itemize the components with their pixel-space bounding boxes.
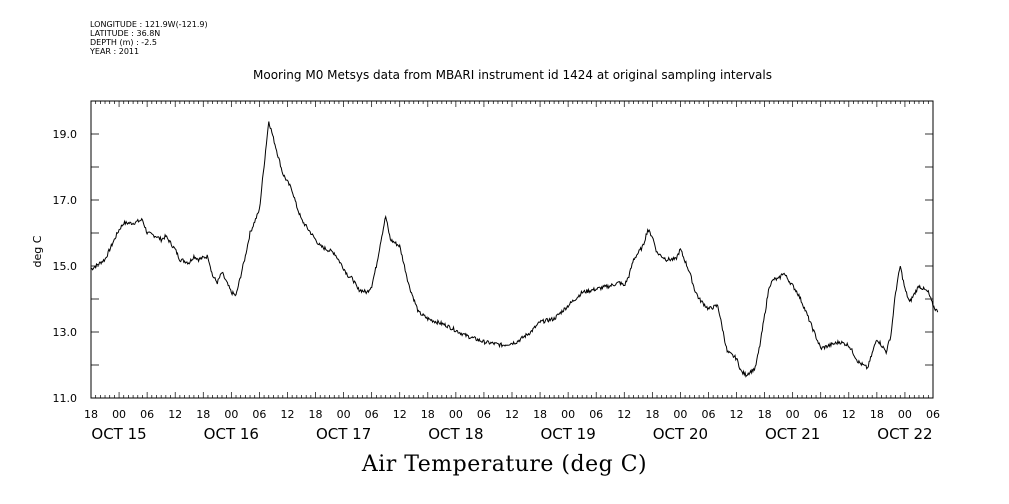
longitude-text: LONGITUDE : 121.9W(-121.9) [90, 20, 208, 29]
latitude-text: LATITUDE : 36.8N [90, 29, 161, 38]
x-axis-label: Air Temperature (deg C) [361, 452, 648, 477]
x-tick-label: 00 [898, 408, 912, 421]
depth-text: DEPTH (m) : -2.5 [90, 38, 157, 47]
y-tick-label: 17.0 [53, 194, 78, 207]
x-tick-label: 12 [168, 408, 182, 421]
x-date-label: OCT 20 [653, 425, 708, 443]
x-tick-label: 06 [926, 408, 940, 421]
year-text: YEAR : 2011 [90, 47, 140, 56]
y-axis-label: deg C [31, 235, 44, 267]
y-tick-label: 11.0 [53, 392, 78, 405]
x-tick-label: 00 [786, 408, 800, 421]
x-tick-label: 12 [730, 408, 744, 421]
x-tick-label: 00 [337, 408, 351, 421]
x-tick-label: 18 [870, 408, 884, 421]
x-tick-label: 00 [449, 408, 463, 421]
x-tick-label: 18 [421, 408, 435, 421]
x-tick-label: 00 [673, 408, 687, 421]
x-tick-label: 12 [393, 408, 407, 421]
x-date-label: OCT 19 [540, 425, 595, 443]
x-tick-label: 06 [814, 408, 828, 421]
x-tick-label: 12 [280, 408, 294, 421]
plot-frame [90, 100, 934, 399]
x-tick-label: 06 [589, 408, 603, 421]
x-tick-label: 18 [84, 408, 98, 421]
x-tick-label: 06 [252, 408, 266, 421]
series-line-air-temperature [90, 121, 939, 378]
chart-title: Mooring M0 Metsys data from MBARI instru… [253, 68, 772, 82]
x-tick-label: 18 [196, 408, 210, 421]
metadata-block: LONGITUDE : 121.9W(-121.9) LATITUDE : 36… [90, 20, 208, 56]
x-tick-label: 18 [533, 408, 547, 421]
x-date-label: OCT 15 [91, 425, 146, 443]
x-date-label: OCT 18 [428, 425, 483, 443]
x-tick-label: 06 [701, 408, 715, 421]
x-date-label: OCT 21 [765, 425, 820, 443]
y-tick-label: 15.0 [53, 260, 78, 273]
x-tick-label: 06 [365, 408, 379, 421]
x-tick-label: 18 [309, 408, 323, 421]
x-tick-label: 06 [477, 408, 491, 421]
x-tick-label: 12 [617, 408, 631, 421]
x-date-label: OCT 22 [877, 425, 932, 443]
x-date-label: OCT 17 [316, 425, 371, 443]
x-date-label: OCT 16 [204, 425, 259, 443]
x-tick-label: 12 [505, 408, 519, 421]
x-tick-label: 18 [758, 408, 772, 421]
y-tick-label: 13.0 [53, 326, 78, 339]
y-tick-label: 19.0 [53, 128, 78, 141]
x-tick-label: 00 [561, 408, 575, 421]
x-tick-label: 12 [842, 408, 856, 421]
x-tick-label: 18 [645, 408, 659, 421]
x-tick-label: 06 [140, 408, 154, 421]
x-tick-label: 00 [112, 408, 126, 421]
x-tick-label: 00 [224, 408, 238, 421]
